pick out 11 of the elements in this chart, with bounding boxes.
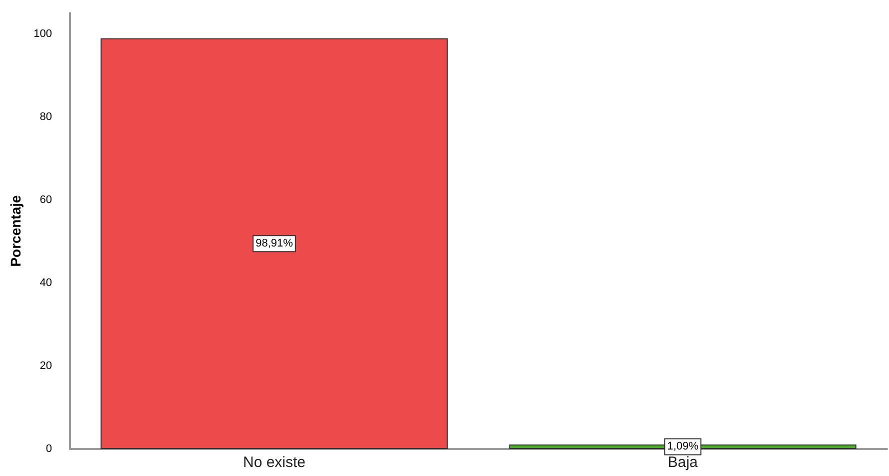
y-tick-label: 80 <box>40 110 52 123</box>
x-tick-label: No existe <box>242 454 306 471</box>
x-tick-label: Baja <box>668 454 698 471</box>
y-axis-title: Porcentaje <box>8 194 24 267</box>
y-tick-label: 60 <box>40 194 52 206</box>
data-label: 98,91% <box>256 238 294 250</box>
data-label: 1,09% <box>667 440 699 453</box>
y-tick-label: 20 <box>40 360 52 372</box>
y-tick-label: 0 <box>46 443 52 455</box>
y-tick-label: 100 <box>34 28 52 40</box>
y-tick-label: 40 <box>40 276 52 289</box>
